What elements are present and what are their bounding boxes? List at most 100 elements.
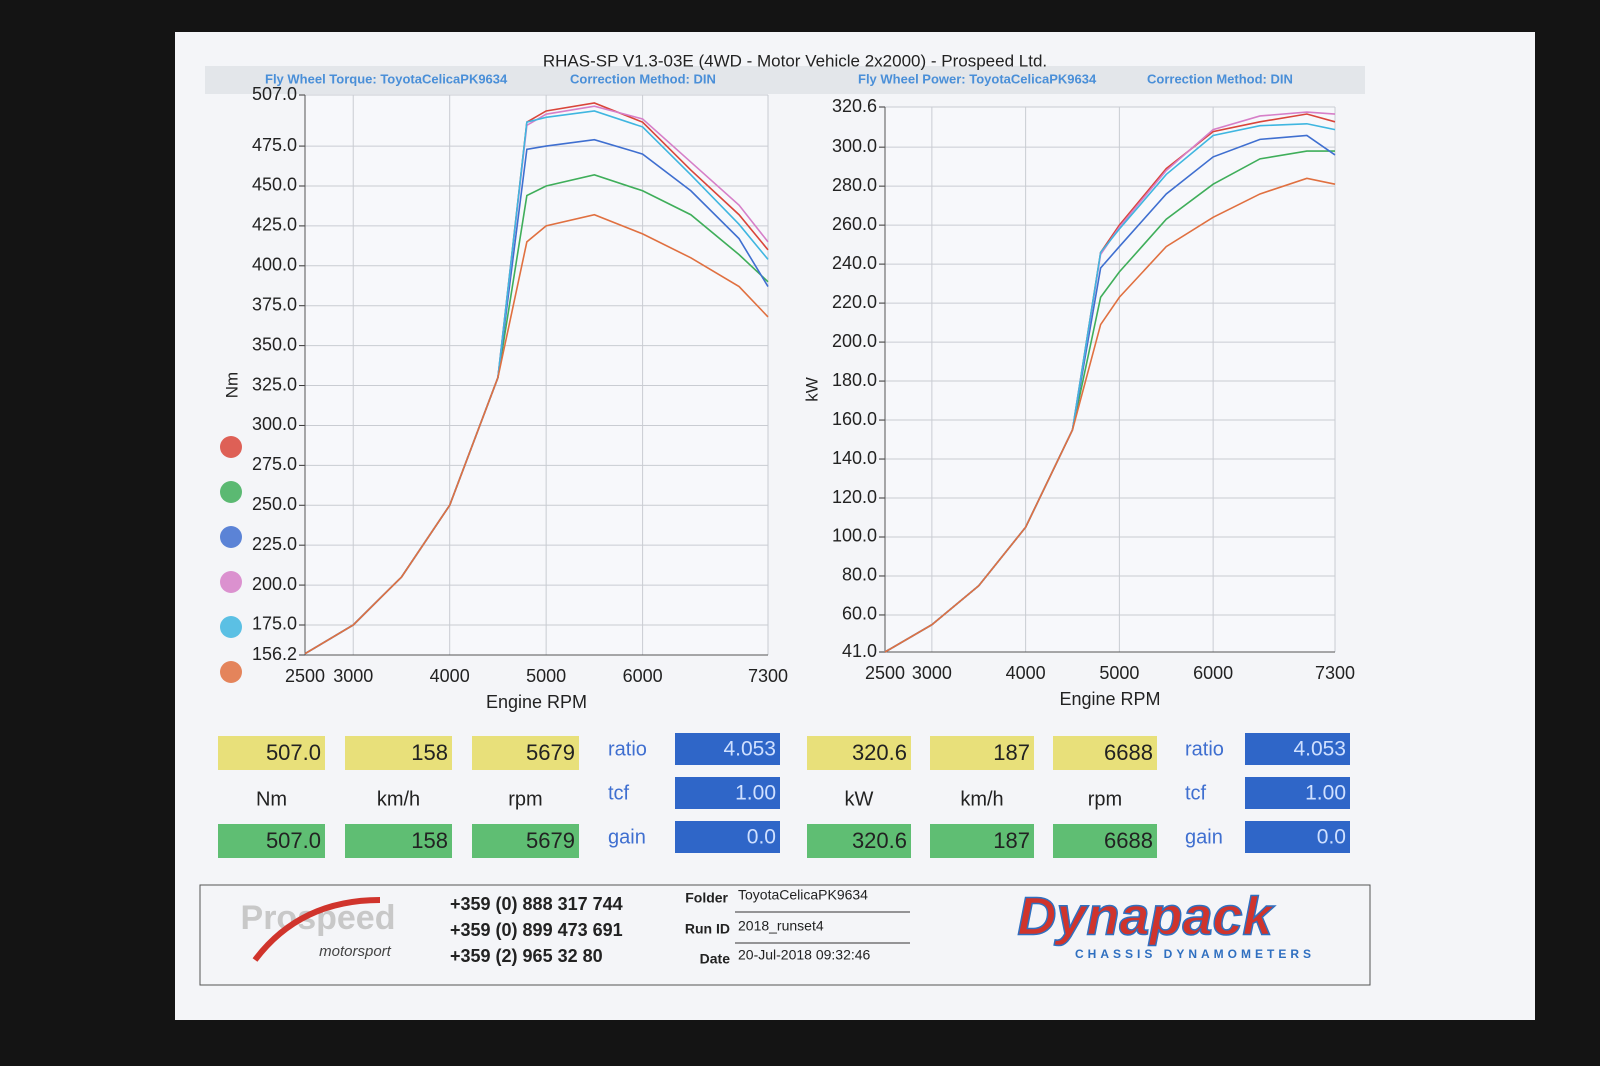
readout-box bbox=[218, 824, 325, 858]
readout-unit: Nm bbox=[256, 788, 287, 810]
logo: Prospeed bbox=[241, 899, 396, 937]
legend-dot bbox=[220, 571, 242, 593]
readout-box bbox=[472, 824, 579, 858]
y-tick-label: 200.0 bbox=[252, 574, 297, 594]
y-axis-label: kW bbox=[802, 377, 821, 402]
x-tick-label: 6000 bbox=[623, 666, 663, 686]
y-tick-label: 225.0 bbox=[252, 534, 297, 554]
readout-value: 187 bbox=[993, 828, 1030, 853]
page-title: RHAS-SP V1.3-03E (4WD - Motor Vehicle 2x… bbox=[543, 51, 1047, 70]
readout-box bbox=[472, 736, 579, 770]
x-tick-label: 7300 bbox=[748, 666, 788, 686]
readout-value: 507.0 bbox=[266, 740, 321, 765]
y-tick-label: 400.0 bbox=[252, 255, 297, 275]
readout-value: 158 bbox=[411, 828, 448, 853]
y-tick-label: 300.0 bbox=[832, 136, 877, 156]
chart-title: Fly Wheel Torque: ToyotaCelicaPK9634 bbox=[265, 71, 508, 86]
footer: Prospeed motorsport +359 (0) 888 317 744… bbox=[199, 884, 1371, 986]
y-tick-label: 475.0 bbox=[252, 135, 297, 155]
param-value: 4.053 bbox=[1293, 738, 1346, 761]
readout-value: 187 bbox=[993, 740, 1030, 765]
readout-box bbox=[218, 736, 325, 770]
chart-subtitle: Correction Method: DIN bbox=[570, 71, 716, 86]
y-tick-label: 507.0 bbox=[252, 84, 297, 104]
phone: +359 (0) 899 473 691 bbox=[450, 920, 623, 940]
y-tick-label: 275.0 bbox=[252, 454, 297, 474]
y-tick-label: 175.0 bbox=[252, 614, 297, 634]
logo-sub: motorsport bbox=[319, 943, 392, 960]
readout-box bbox=[1053, 736, 1157, 770]
x-tick-label: 3000 bbox=[912, 663, 952, 683]
y-axis-label: Nm bbox=[222, 372, 241, 398]
x-axis-label: Engine RPM bbox=[486, 692, 587, 712]
y-tick-label: 100.0 bbox=[832, 526, 877, 546]
y-tick-label: 450.0 bbox=[252, 175, 297, 195]
field-value: 2018_runset4 bbox=[738, 918, 824, 934]
y-tick-label: 300.0 bbox=[252, 414, 297, 434]
y-tick-label: 375.0 bbox=[252, 294, 297, 314]
field-label: Run ID bbox=[685, 921, 730, 937]
y-tick-label: 350.0 bbox=[252, 334, 297, 354]
param-value: 1.00 bbox=[735, 782, 776, 805]
x-tick-label: 4000 bbox=[430, 666, 470, 686]
y-tick-label: 325.0 bbox=[252, 374, 297, 394]
param-label: ratio bbox=[1185, 738, 1224, 760]
y-tick-label: 280.0 bbox=[832, 175, 877, 195]
y-tick-label: 80.0 bbox=[842, 565, 877, 585]
param-value: 4.053 bbox=[723, 738, 776, 761]
readout-box bbox=[1053, 824, 1157, 858]
param-box bbox=[675, 733, 780, 765]
logo-swoosh bbox=[252, 897, 381, 962]
brand-sub: CHASSIS DYNAMOMETERS bbox=[1075, 947, 1315, 961]
series-line bbox=[884, 177, 1336, 653]
readout-unit: km/h bbox=[960, 788, 1003, 810]
param-value: 0.0 bbox=[747, 826, 776, 849]
field-label: Date bbox=[700, 951, 731, 967]
x-tick-label: 7300 bbox=[1315, 663, 1355, 683]
readout-unit: kW bbox=[845, 788, 874, 810]
phone: +359 (2) 965 32 80 bbox=[450, 946, 603, 966]
param-value: 1.00 bbox=[1305, 782, 1346, 805]
readout-value: 320.6 bbox=[852, 828, 907, 853]
footer-frame bbox=[199, 884, 1371, 986]
plot-area bbox=[885, 107, 1335, 652]
readout-unit: rpm bbox=[508, 788, 542, 810]
x-tick-label: 2500 bbox=[285, 666, 325, 686]
y-tick-label: 200.0 bbox=[832, 331, 877, 351]
y-tick-label: 180.0 bbox=[832, 370, 877, 390]
legend-dot bbox=[220, 661, 242, 683]
readout-value: 5679 bbox=[526, 828, 575, 853]
chart-subtitle: Correction Method: DIN bbox=[1147, 71, 1293, 86]
param-label: ratio bbox=[608, 738, 647, 760]
readout-box bbox=[807, 736, 911, 770]
readout-unit: km/h bbox=[377, 788, 420, 810]
readout-value: 507.0 bbox=[266, 828, 321, 853]
x-tick-label: 5000 bbox=[1099, 663, 1139, 683]
field-label: Folder bbox=[685, 890, 728, 906]
param-label: gain bbox=[1185, 826, 1223, 848]
y-tick-label: 120.0 bbox=[832, 487, 877, 507]
readout-box bbox=[930, 824, 1034, 858]
param-box bbox=[675, 821, 780, 853]
readout-value: 6688 bbox=[1104, 740, 1153, 765]
y-tick-label: 41.0 bbox=[842, 641, 877, 661]
field-value: 20-Jul-2018 09:32:46 bbox=[738, 947, 871, 963]
param-box bbox=[1245, 733, 1350, 765]
readout-value: 320.6 bbox=[852, 740, 907, 765]
readout-value: 158 bbox=[411, 740, 448, 765]
readout-value: 5679 bbox=[526, 740, 575, 765]
legend-dot bbox=[220, 526, 242, 548]
legend-dot bbox=[220, 616, 242, 638]
brand: Dynapack bbox=[1017, 886, 1275, 946]
x-tick-label: 4000 bbox=[1006, 663, 1046, 683]
x-tick-label: 3000 bbox=[333, 666, 373, 686]
legend-dot bbox=[220, 436, 242, 458]
y-tick-label: 320.6 bbox=[832, 96, 877, 116]
readout-value: 6688 bbox=[1104, 828, 1153, 853]
param-box bbox=[1245, 777, 1350, 809]
y-tick-label: 140.0 bbox=[832, 448, 877, 468]
readout-unit: rpm bbox=[1088, 788, 1122, 810]
x-tick-label: 2500 bbox=[865, 663, 905, 683]
series-line bbox=[304, 213, 769, 655]
